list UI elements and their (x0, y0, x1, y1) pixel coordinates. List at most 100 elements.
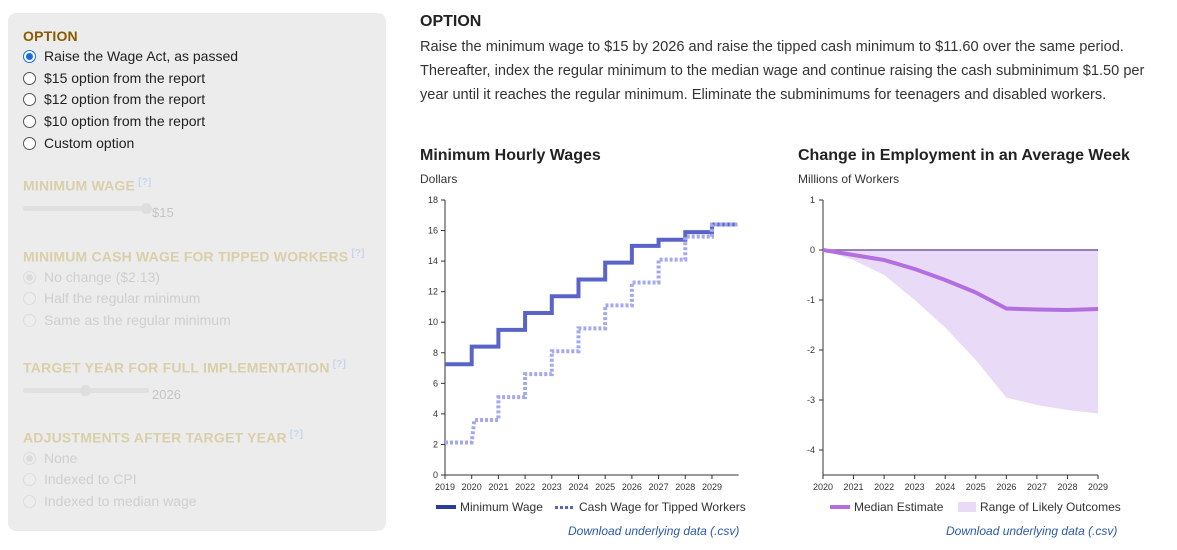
x-tick-label: 2024 (568, 482, 588, 492)
target-year-value: 2026 (152, 387, 181, 402)
x-tick-label: 2029 (702, 482, 722, 492)
radio-checked-icon[interactable] (23, 270, 36, 284)
help-link[interactable]: [?] (289, 429, 304, 440)
radio-icon[interactable] (23, 313, 36, 327)
radio-icon[interactable] (23, 291, 36, 305)
target-year-slider[interactable] (23, 385, 151, 396)
legend-swatch-median (830, 505, 850, 509)
tipped-wage-title-text: MINIMUM CASH WAGE FOR TIPPED WORKERS (23, 248, 349, 265)
option-label: Custom option (44, 135, 135, 151)
radio-icon[interactable] (23, 494, 36, 508)
option-radio-custom[interactable]: Custom option (23, 133, 134, 153)
tipped-radio-half[interactable]: Half the regular minimum (23, 288, 200, 308)
radio-icon[interactable] (23, 114, 36, 128)
y-tick-label: -2 (807, 345, 815, 355)
x-tick-label: 2021 (844, 482, 864, 492)
radio-icon[interactable] (23, 71, 36, 85)
adjustments-title: ADJUSTMENTS AFTER TARGET YEAR [?] (23, 429, 303, 446)
option-label: Indexed to CPI (44, 471, 137, 487)
option-radio-15-report[interactable]: $15 option from the report (23, 68, 205, 88)
legend-swatch-dotted (555, 505, 575, 509)
chart2-legend-median: Median Estimate (830, 500, 943, 514)
minimum-wage-title-text: MINIMUM WAGE (23, 177, 136, 194)
chart2-employment: 1 0 -1 -2 -3 -4 2020 2021 2022 2023 2024 2025 2026 20… (807, 195, 1108, 492)
radio-checked-icon[interactable] (23, 451, 36, 465)
option-heading: OPTION (420, 13, 482, 30)
chart1-download-link[interactable]: Download underlying data (.csv) (568, 524, 740, 538)
x-tick-label: 2020 (813, 482, 833, 492)
target-year-title: TARGET YEAR FOR FULL IMPLEMENTATION [?] (23, 359, 346, 376)
option-radio-12-report[interactable]: $12 option from the report (23, 89, 205, 109)
tipped-radio-no-change[interactable]: No change ($2.13) (23, 267, 160, 287)
adjustments-title-text: ADJUSTMENTS AFTER TARGET YEAR (23, 429, 287, 446)
chart2-title: Change in Employment in an Average Week (798, 147, 1130, 164)
slider-thumb[interactable] (80, 385, 91, 396)
y-tick-label: 4 (433, 409, 438, 419)
option-radio-10-report[interactable]: $10 option from the report (23, 111, 205, 131)
x-tick-label: 2028 (675, 482, 695, 492)
adjust-radio-none[interactable]: None (23, 448, 77, 468)
chart2-download-link[interactable]: Download underlying data (.csv) (946, 524, 1118, 538)
option-label: Same as the regular minimum (44, 312, 231, 328)
option-label: Half the regular minimum (44, 290, 201, 306)
option-label: No change ($2.13) (44, 269, 160, 285)
slider-track (23, 206, 147, 211)
x-tick-label: 2027 (649, 482, 669, 492)
x-tick-label: 2029 (1088, 482, 1108, 492)
y-tick-label: 6 (433, 378, 438, 388)
tipped-wage-title: MINIMUM CASH WAGE FOR TIPPED WORKERS [?] (23, 248, 365, 265)
option-section-title: OPTION (23, 28, 78, 44)
x-tick-label: 2027 (1027, 482, 1047, 492)
y-tick-label: 14 (428, 256, 438, 266)
x-tick-label: 2021 (488, 482, 508, 492)
x-tick-label: 2020 (462, 482, 482, 492)
options-panel (8, 13, 386, 531)
x-tick-label: 2024 (935, 482, 955, 492)
series-range-of-outcomes (823, 250, 1098, 414)
chart1-legend-tipped: Cash Wage for Tipped Workers (555, 500, 746, 514)
x-tick-label: 2023 (542, 482, 562, 492)
x-tick-label: 2025 (966, 482, 986, 492)
radio-icon[interactable] (23, 92, 36, 106)
chart1-wages: 0 2 4 6 8 10 12 14 16 18 2019 2020 2021 2022 2023 2024 2… (428, 195, 739, 492)
tipped-radio-same[interactable]: Same as the regular minimum (23, 310, 231, 330)
series-median-estimate (822, 248, 1099, 312)
adjust-radio-median[interactable]: Indexed to median wage (23, 491, 197, 511)
chart1-title: Minimum Hourly Wages (420, 147, 601, 164)
option-label: Indexed to median wage (44, 493, 197, 509)
legend-label: Minimum Wage (460, 500, 543, 514)
help-link[interactable]: [?] (351, 248, 365, 259)
chart1-unit: Dollars (420, 172, 458, 186)
legend-swatch-range (958, 502, 976, 512)
series-tipped-cash-wage (445, 222, 738, 445)
x-tick-label: 2028 (1057, 482, 1077, 492)
y-tick-label: 2 (433, 439, 438, 449)
legend-label: Range of Likely Outcomes (980, 500, 1121, 514)
y-tick-label: 8 (433, 348, 438, 358)
chart2-unit: Millions of Workers (798, 172, 900, 186)
help-link[interactable]: [?] (138, 177, 152, 188)
legend-swatch-solid (436, 505, 456, 509)
option-radio-raise-the-wage[interactable]: Raise the Wage Act, as passed (23, 46, 238, 66)
option-label: $15 option from the report (44, 70, 206, 86)
y-tick-label: 10 (428, 317, 438, 327)
slider-thumb[interactable] (141, 203, 152, 214)
y-tick-label: 1 (810, 195, 815, 205)
legend-label: Median Estimate (854, 500, 944, 514)
x-tick-label: 2025 (595, 482, 615, 492)
x-tick-label: 2023 (905, 482, 925, 492)
help-link[interactable]: [?] (332, 359, 347, 370)
x-tick-label: 2019 (435, 482, 455, 492)
adjust-radio-cpi[interactable]: Indexed to CPI (23, 469, 137, 489)
option-label: $10 option from the report (44, 113, 206, 129)
radio-icon[interactable] (23, 472, 36, 486)
legend-label: Cash Wage for Tipped Workers (579, 500, 746, 514)
radio-icon[interactable] (23, 136, 36, 150)
chart1-legend-min-wage: Minimum Wage (436, 500, 543, 514)
minimum-wage-slider[interactable] (23, 203, 152, 214)
series-minimum-wage (445, 222, 738, 367)
radio-checked-icon[interactable] (23, 49, 36, 63)
y-tick-label: -3 (807, 395, 815, 405)
y-tick-label: 18 (428, 195, 438, 205)
option-label: Raise the Wage Act, as passed (44, 48, 239, 64)
